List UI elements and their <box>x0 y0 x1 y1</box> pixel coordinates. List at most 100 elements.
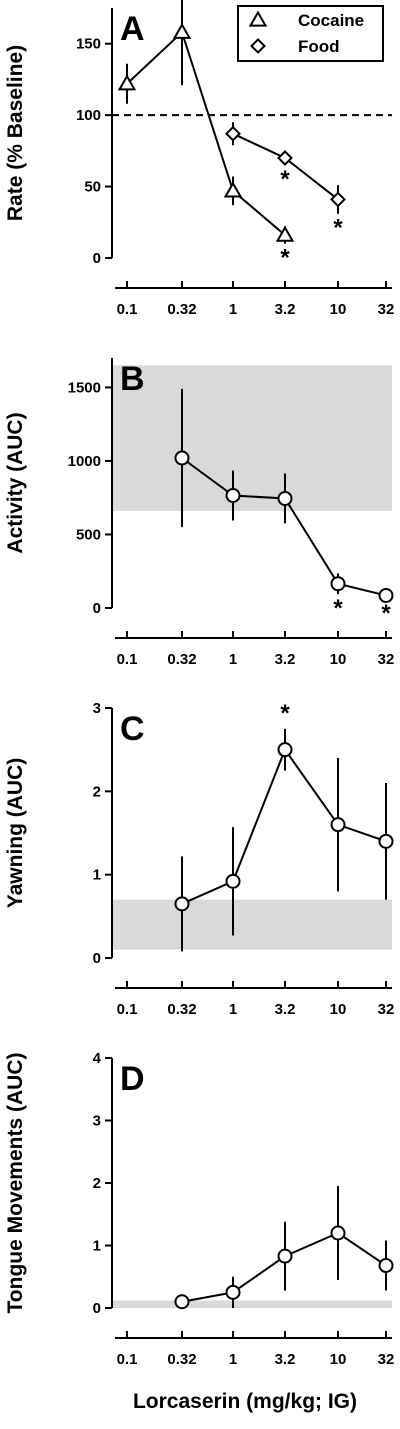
y-axis-label: Yawning (AUC) <box>4 758 27 909</box>
x-tick-label: 0.1 <box>117 1351 138 1368</box>
y-tick-label: 0 <box>93 600 101 617</box>
x-tick-label: 32 <box>378 651 395 668</box>
x-tick-label: 10 <box>330 1351 347 1368</box>
panel-letter: C <box>120 710 145 748</box>
series-cocaine: * <box>117 0 295 272</box>
legend-marker <box>248 10 268 27</box>
x-tick-label: 3.2 <box>275 301 296 318</box>
panel-D: 0 1 2 3 4 Tongue Movements (AUC) 0.1 0.32 1 3.2 10… <box>4 1050 394 1368</box>
y-tick-label: 3 <box>93 1113 101 1130</box>
data-point <box>174 450 190 466</box>
data-point <box>330 191 346 208</box>
panel-B: 0 500 1000 1500 Activity (AUC) 0.1 0.32 1 3.2 10 3… <box>4 358 394 668</box>
x-tick-label: 0.32 <box>167 1001 196 1018</box>
data-point <box>117 74 137 91</box>
y-axis-label: Tongue Movements (AUC) <box>4 1053 27 1314</box>
data-point <box>378 1258 394 1273</box>
x-tick-label: 32 <box>378 1351 395 1368</box>
x-tick-label: 3.2 <box>275 1001 296 1018</box>
data-point <box>225 125 241 142</box>
series-data: * * <box>174 388 394 627</box>
x-tick-label: 0.32 <box>167 651 196 668</box>
data-point <box>277 150 293 166</box>
legend-label: Cocaine <box>298 11 364 30</box>
y-tick-label: 1 <box>93 867 101 884</box>
data-point <box>225 1284 241 1300</box>
y-tick-label: 0 <box>93 1300 101 1317</box>
shaded-range-band <box>112 899 392 950</box>
legend-label: Food <box>298 37 340 56</box>
series-data: * <box>174 700 394 952</box>
x-tick-label: 32 <box>378 301 395 318</box>
shaded-range-band <box>112 365 392 511</box>
panel-letter: B <box>120 360 145 398</box>
y-tick-label: 0 <box>93 250 101 267</box>
data-point <box>174 1294 190 1310</box>
x-tick-label: 10 <box>330 301 347 318</box>
legend-box <box>237 5 384 62</box>
data-point <box>174 896 190 912</box>
y-tick-label: 1500 <box>68 379 101 396</box>
x-tick-label: 10 <box>330 1001 347 1018</box>
panel-C: 0 1 2 3 Yawning (AUC) 0.1 0.32 1 3.2 10 32 C * <box>4 700 394 1018</box>
data-point <box>330 817 346 833</box>
panel-letter: A <box>120 10 145 48</box>
legend: Cocaine Food <box>237 5 384 62</box>
y-tick-label: 3 <box>93 700 101 717</box>
x-tick-label: 0.1 <box>117 651 138 668</box>
x-tick-label: 0.1 <box>117 1001 138 1018</box>
y-tick-label: 100 <box>76 107 101 124</box>
series-food: ** <box>225 122 346 242</box>
x-tick-label: 3.2 <box>275 1351 296 1368</box>
data-point <box>378 833 394 849</box>
series-data <box>174 1186 394 1310</box>
y-tick-label: 2 <box>93 783 101 800</box>
data-point <box>225 873 241 889</box>
x-tick-label: 32 <box>378 1001 395 1018</box>
x-tick-label: 10 <box>330 651 347 668</box>
y-tick-label: 150 <box>76 36 101 53</box>
significance-marker: * <box>333 595 343 622</box>
data-point <box>277 742 293 758</box>
series-line <box>126 30 286 236</box>
panel-letter: D <box>120 1060 145 1098</box>
y-tick-label: 2 <box>93 1175 101 1192</box>
y-tick-label: 4 <box>93 1050 102 1067</box>
significance-marker: * <box>280 700 290 727</box>
y-tick-label: 500 <box>76 526 101 543</box>
x-tick-label: 0.32 <box>167 301 196 318</box>
x-tick-label: 1 <box>229 301 237 318</box>
data-point <box>330 576 346 592</box>
y-tick-label: 1 <box>93 1238 101 1255</box>
data-point <box>275 225 295 242</box>
x-tick-label: 1 <box>229 1351 237 1368</box>
y-tick-label: 1000 <box>68 453 101 470</box>
series-line <box>181 747 387 905</box>
data-point <box>277 490 293 506</box>
data-point <box>225 488 241 503</box>
x-tick-label: 1 <box>229 1001 237 1018</box>
panel-A: 0 50 100 150 Rate (% Baseline) 0.1 0.32 1 3.2 10 3… <box>4 0 394 318</box>
significance-marker: * <box>333 215 343 242</box>
significance-marker: * <box>381 600 391 627</box>
data-point <box>223 181 243 198</box>
x-tick-label: 3.2 <box>275 651 296 668</box>
data-point <box>378 588 394 603</box>
y-axis-label: Rate (% Baseline) <box>4 45 27 221</box>
shaded-range-band <box>112 1300 392 1308</box>
data-point <box>277 1248 293 1264</box>
y-tick-label: 50 <box>84 179 101 196</box>
y-tick-label: 0 <box>93 950 101 967</box>
significance-marker: * <box>280 166 290 193</box>
x-tick-label: 1 <box>229 651 237 668</box>
x-axis-label: Lorcaserin (mg/kg; IG) <box>133 1390 357 1413</box>
significance-marker: * <box>280 245 290 272</box>
x-tick-label: 0.1 <box>117 301 138 318</box>
legend-marker <box>250 38 266 54</box>
data-point <box>330 1225 346 1241</box>
data-point <box>172 22 192 39</box>
y-axis-label: Activity (AUC) <box>4 412 27 553</box>
x-tick-label: 0.32 <box>167 1351 196 1368</box>
